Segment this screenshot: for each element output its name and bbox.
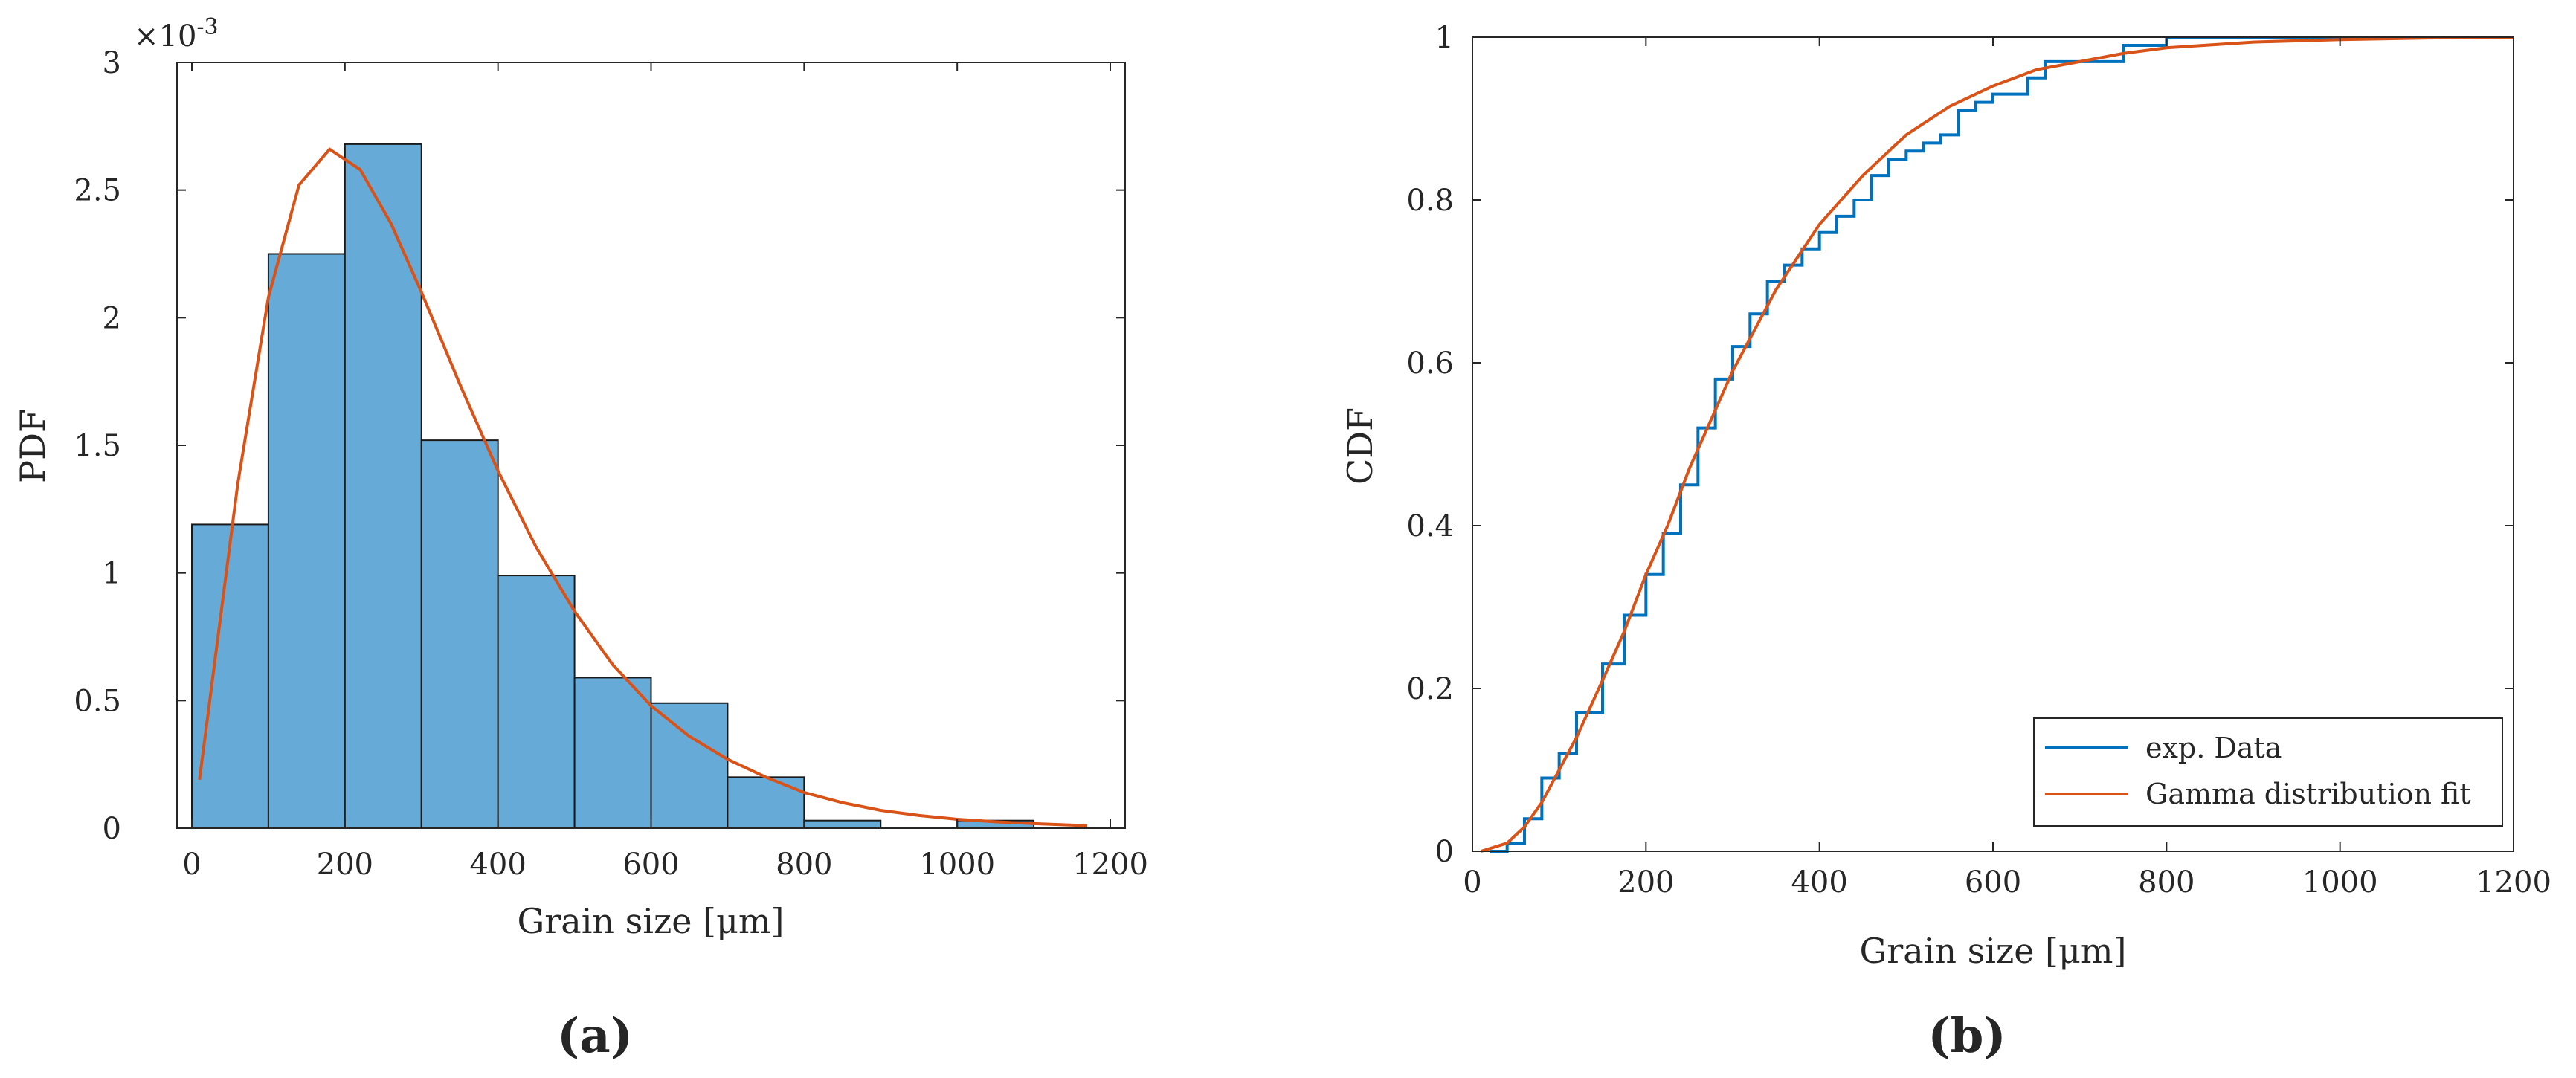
x-tick-label: 0 [182,848,201,882]
plot-area-b [1472,37,2514,851]
y-axis-label-a: PDF [13,409,53,483]
y-tick-label: 2.5 [74,174,121,208]
x-axis-label-a: Grain size [μm] [518,901,785,941]
legend-box [2033,717,2503,827]
x-tick-label: 400 [1791,865,1847,900]
y-tick-label: 0 [1435,835,1454,869]
y-tick-label: 2 [103,301,121,335]
histogram-bar [573,677,652,830]
histogram-bar [267,253,346,829]
x-tick-label: 800 [2138,865,2195,900]
x-tick-label: 200 [317,848,373,882]
histogram-bar [344,143,422,830]
gamma-fit-line [1481,36,2514,853]
x-tick-label: 600 [1965,865,2021,900]
legend-label-gamma-fit: Gamma distribution fit [2145,778,2471,810]
histogram-bar [803,819,882,829]
x-axis-ticks-a: 0 200 400 600 800 1000 1200 [182,62,1148,882]
chart-panel-a: 0 200 400 600 800 1000 1200 0 0.5 1 1.5 2 2.5 3 ×10-… [13,14,1148,1064]
cdf-lines [1481,36,2514,853]
legend: exp. Data Gamma distribution fit [2033,717,2503,827]
chart-panel-b: 0 200 400 600 800 1000 1200 0 0.2 0.4 0.6 0.8 1 Gra… [1340,21,2551,1064]
y-axis-label-b: CDF [1340,407,1380,485]
x-tick-label: 400 [469,848,526,882]
histogram-bar [650,702,729,829]
y-tick-label: 3 [103,46,121,80]
y-axis-ticks-b: 0 0.2 0.4 0.6 0.8 1 [1406,21,2514,869]
x-tick-label: 1000 [2302,865,2378,900]
gamma-fit-curve-a [198,147,1088,827]
x-tick-label: 600 [622,848,679,882]
histogram-bar [727,776,805,830]
x-axis-label-b: Grain size [μm] [1860,931,2127,971]
histogram-bars [191,143,1035,830]
x-tick-label: 800 [776,848,832,882]
y-tick-label: 0.2 [1406,672,1454,706]
y-tick-label: 1 [1435,21,1454,55]
x-tick-label: 200 [1617,865,1674,900]
histogram-bar [497,575,576,829]
y-tick-label: 1 [103,557,121,591]
y-tick-label: 0.8 [1406,184,1454,218]
y-tick-label: 1.5 [74,429,121,463]
panel-label-a: (a) [557,1008,633,1064]
histogram-bar [420,439,499,829]
legend-label-exp-data: exp. Data [2145,732,2282,764]
y-tick-label: 0.5 [74,684,121,718]
histogram-bar [191,523,269,830]
y-exponent-label: ×10-3 [134,14,219,54]
y-axis-ticks-a: 0 0.5 1 1.5 2 2.5 3 [74,46,1125,846]
x-tick-label: 0 [1463,865,1481,900]
x-tick-label: 1000 [919,848,995,882]
panel-label-b: (b) [1928,1008,2006,1064]
y-tick-label: 0.4 [1406,509,1454,543]
y-tick-label: 0.6 [1406,346,1454,381]
y-tick-label: 0 [103,812,121,846]
x-axis-ticks-b: 0 200 400 600 800 1000 1200 [1463,37,2551,900]
x-tick-label: 1200 [1072,848,1148,882]
x-tick-label: 1200 [2476,865,2551,900]
